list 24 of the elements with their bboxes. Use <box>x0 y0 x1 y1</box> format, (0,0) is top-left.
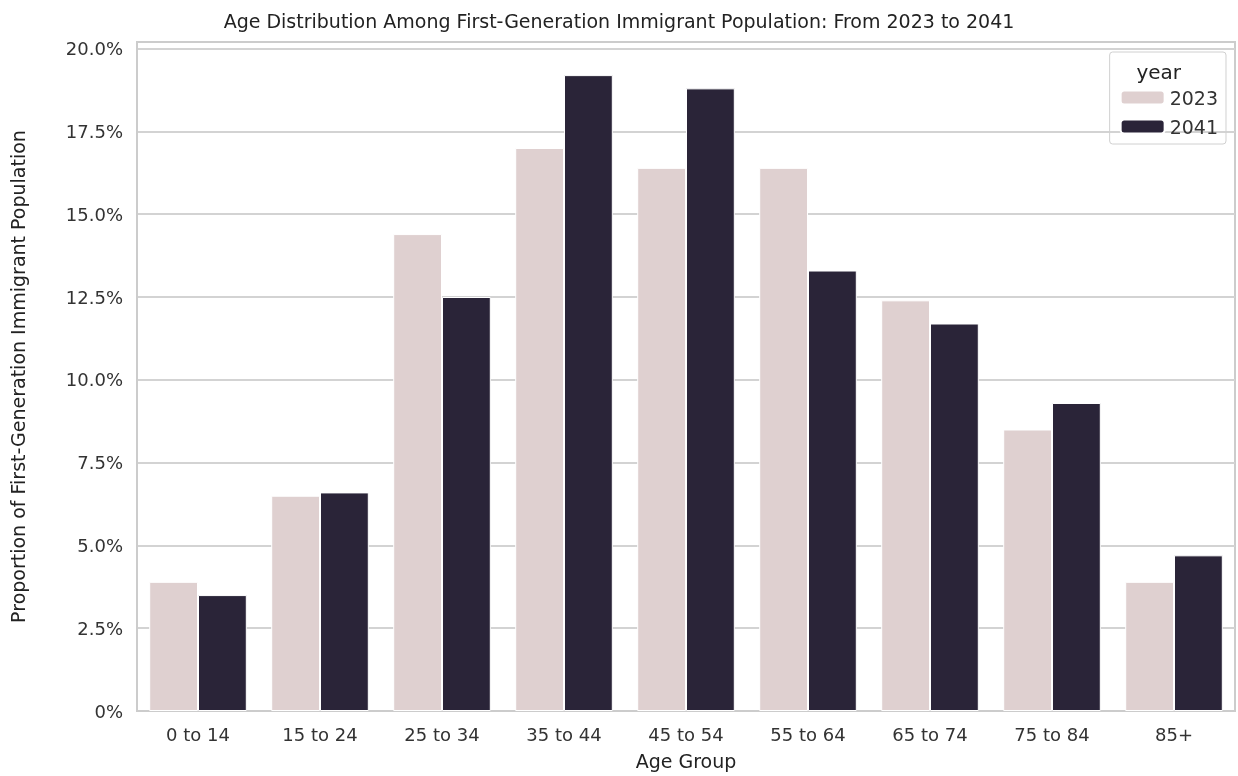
x-tick-label: 0 to 14 <box>166 723 230 745</box>
y-tick-label: 12.5% <box>65 286 123 308</box>
y-tick-label: 5.0% <box>77 534 123 556</box>
x-tick-label: 15 to 24 <box>282 723 358 745</box>
x-tick-label: 45 to 54 <box>648 723 724 745</box>
y-tick-label: 2.5% <box>77 617 123 639</box>
x-tick-label: 65 to 74 <box>892 723 968 745</box>
x-tick-label: 25 to 34 <box>404 723 480 745</box>
x-tick-label: 55 to 64 <box>770 723 846 745</box>
x-tick-label: 85+ <box>1155 723 1193 745</box>
x-tick-label: 75 to 84 <box>1014 723 1090 745</box>
y-axis-title: Proportion of First-Generation Immigrant Population <box>6 130 29 623</box>
y-tick-label: 15.0% <box>65 203 123 225</box>
chart-title: Age Distribution Among First-Generation Immigrant Population: From 2023 to 2041 <box>223 9 1015 32</box>
x-axis-title: Age Group <box>635 749 737 772</box>
legend-label: 2023 <box>1169 86 1219 109</box>
legend-label: 2041 <box>1169 115 1219 138</box>
y-tick-label: 7.5% <box>77 452 123 474</box>
y-tick-label: 10.0% <box>65 369 123 391</box>
x-tick-label: 35 to 44 <box>526 723 602 745</box>
y-tick-label: 20.0% <box>65 38 123 60</box>
legend-title: year <box>1136 60 1182 84</box>
y-tick-label: 17.5% <box>65 120 123 142</box>
y-tick-label: 0% <box>94 700 123 722</box>
